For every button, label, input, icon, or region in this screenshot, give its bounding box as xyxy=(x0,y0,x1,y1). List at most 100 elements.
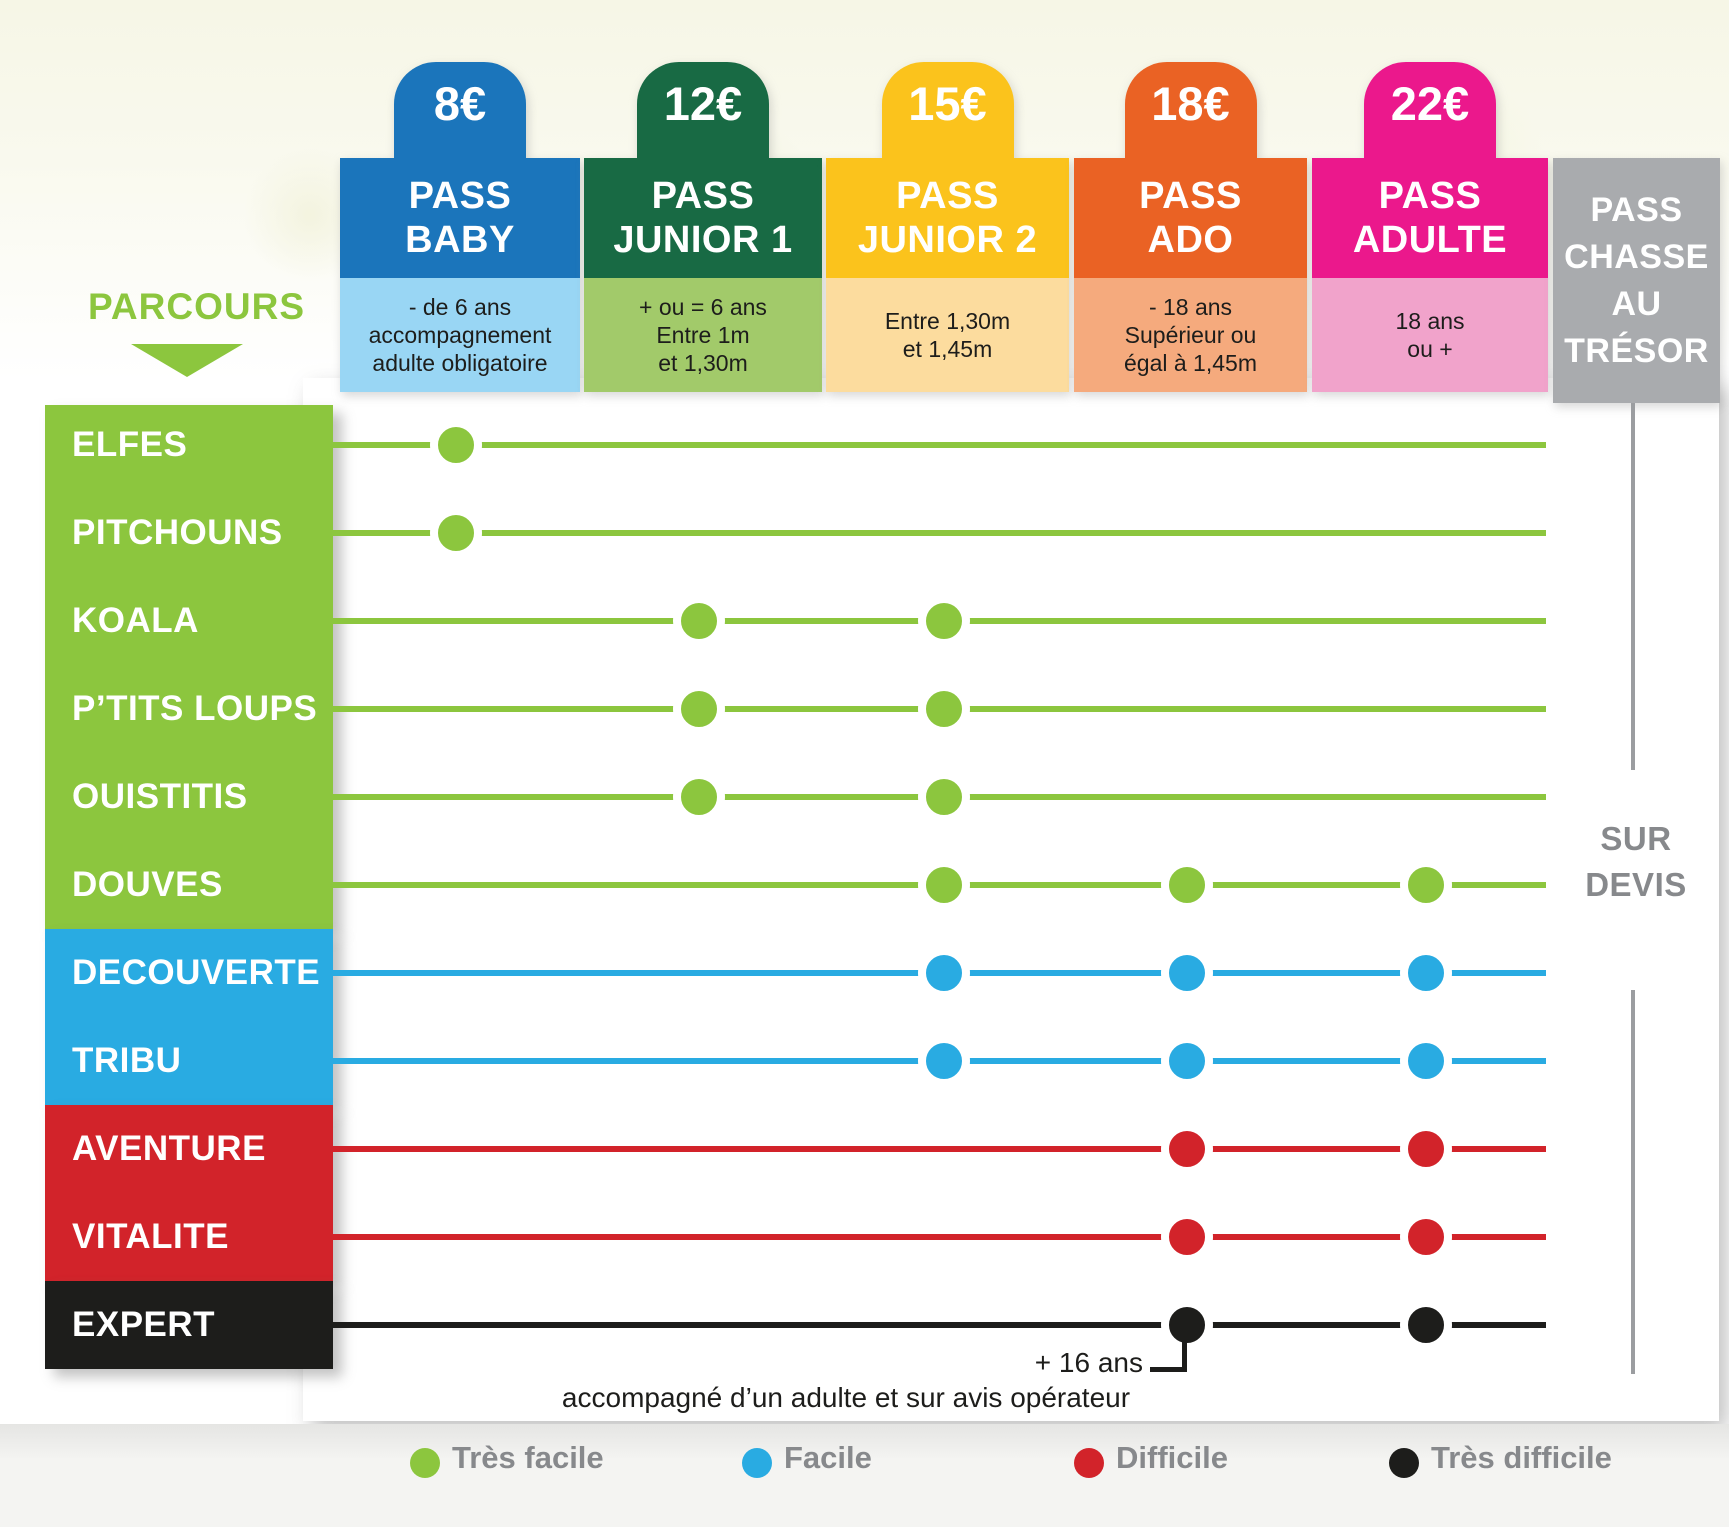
pass-price-tab-ado: 18€ xyxy=(1124,62,1257,158)
access-dot-adulte xyxy=(1400,947,1452,999)
row-label-douves: DOUVES xyxy=(72,865,223,904)
legend-dot-difficile xyxy=(1074,1448,1104,1478)
legend-label-facile: Facile xyxy=(784,1440,872,1475)
access-dot-ado xyxy=(1160,947,1213,999)
access-dot-junior2 xyxy=(917,947,970,999)
expert-bracket-vertical xyxy=(1182,1325,1187,1372)
access-dot-adulte xyxy=(1400,1035,1452,1087)
difficulty-legend: Très facile Facile Difficile Très difficile xyxy=(0,1424,1729,1527)
access-dot-junior2 xyxy=(917,1035,970,1087)
access-dot-baby xyxy=(430,507,482,559)
access-dot-junior2 xyxy=(917,683,970,735)
pass-title-junior2: PASS JUNIOR 2 xyxy=(826,158,1069,278)
pass-title-adulte: PASS ADULTE xyxy=(1312,158,1548,278)
chart-panel xyxy=(303,378,1719,1421)
access-dot-junior1 xyxy=(673,595,725,647)
pass-note-adulte: 18 ans ou + xyxy=(1312,278,1548,392)
row-label-ouistitis: OUISTITIS xyxy=(72,777,248,816)
pass-price-tab-baby: 8€ xyxy=(394,62,526,158)
row-line-vitalite xyxy=(333,1234,1546,1240)
pass-note-line: et 1,30m xyxy=(658,350,748,376)
expert-condition-text: accompagné d’un adulte et sur avis opéra… xyxy=(561,1382,1131,1413)
pass-title-line: PASS xyxy=(1378,175,1482,217)
pass-title-line: PASS xyxy=(408,175,512,217)
row-block-tres-facile xyxy=(45,405,333,929)
legend-dot-tres-difficile xyxy=(1389,1448,1419,1478)
pass-title-baby: PASS BABY xyxy=(340,158,580,278)
pass-title-line: ADO xyxy=(1147,219,1234,261)
access-dot-adulte xyxy=(1400,1123,1452,1175)
pass-price-tab-adulte: 22€ xyxy=(1364,62,1496,158)
pass-note-line: - 18 ans xyxy=(1148,294,1233,320)
sur-devis-label: SUR DEVIS xyxy=(1553,816,1719,908)
pass-title-line: TRÉSOR xyxy=(1564,331,1709,370)
row-label-koala: KOALA xyxy=(72,601,199,640)
pass-note-line: Entre 1,30m xyxy=(884,308,1011,334)
pass-note-line: ou + xyxy=(1407,336,1453,362)
row-label-tribu: TRIBU xyxy=(72,1041,182,1080)
row-label-expert: EXPERT xyxy=(72,1305,216,1344)
pass-title-junior1: PASS JUNIOR 1 xyxy=(584,158,822,278)
row-line-elfes xyxy=(333,442,1546,448)
pass-price-tab-junior1: 12€ xyxy=(637,62,769,158)
pass-title-line: BABY xyxy=(405,219,515,261)
expert-age-label: + 16 ans xyxy=(1034,1347,1143,1378)
bracket-line-top xyxy=(1631,403,1635,770)
access-dot-ado xyxy=(1160,859,1213,911)
access-dot-junior2 xyxy=(917,859,970,911)
bracket-line-bottom xyxy=(1631,990,1635,1374)
pass-note-line: + ou = 6 ans xyxy=(639,294,767,320)
access-dot-junior2 xyxy=(917,595,970,647)
pass-note-line: et 1,45m xyxy=(902,336,993,362)
row-line-expert xyxy=(333,1322,1546,1328)
pass-note-line: accompagnement xyxy=(368,322,552,348)
pass-title-line: AU xyxy=(1611,284,1662,323)
sur-devis-line1: SUR xyxy=(1600,820,1672,857)
expert-bracket-horizontal xyxy=(1150,1367,1187,1372)
row-line-aventure xyxy=(333,1146,1546,1152)
access-dot-ado xyxy=(1160,1035,1213,1087)
access-dot-ado xyxy=(1160,1123,1213,1175)
pass-note-ado: - 18 ans Supérieur ou égal à 1,45m xyxy=(1074,278,1307,392)
legend-label-tres-facile: Très facile xyxy=(452,1440,604,1475)
access-dot-junior1 xyxy=(673,771,725,823)
pass-title-line: PASS xyxy=(896,175,999,217)
access-dot-baby xyxy=(430,419,482,471)
pass-title-line: PASS xyxy=(1139,175,1242,217)
pass-price-tab-junior2: 15€ xyxy=(881,62,1014,158)
row-line-pitchouns xyxy=(333,530,1546,536)
access-dot-junior2 xyxy=(917,771,970,823)
sur-devis-line2: DEVIS xyxy=(1585,866,1687,903)
row-label-vitalite: VITALITE xyxy=(72,1217,229,1256)
pass-note-line: adulte obligatoire xyxy=(372,350,548,376)
access-dot-ado xyxy=(1160,1211,1213,1263)
legend-dot-facile xyxy=(742,1448,772,1478)
row-label-decouverte: DECOUVERTE xyxy=(72,953,321,992)
pass-note-line: Entre 1m xyxy=(656,322,750,348)
access-dot-junior1 xyxy=(673,683,725,735)
access-dot-adulte xyxy=(1400,1211,1452,1263)
pass-title-line: JUNIOR 2 xyxy=(857,219,1038,261)
pass-title-line: PASS xyxy=(651,175,755,217)
pass-note-line: - de 6 ans xyxy=(408,294,512,320)
access-dot-adulte xyxy=(1400,1299,1452,1351)
parcours-label: PARCOURS xyxy=(88,286,305,327)
row-label-aventure: AVENTURE xyxy=(72,1129,266,1168)
access-dot-adulte xyxy=(1400,859,1452,911)
row-label-pitchouns: PITCHOUNS xyxy=(72,513,283,552)
legend-label-difficile: Difficile xyxy=(1116,1440,1228,1475)
pass-note-junior1: + ou = 6 ans Entre 1m et 1,30m xyxy=(584,278,822,392)
pass-note-junior2: Entre 1,30m et 1,45m xyxy=(826,278,1069,392)
pass-note-line: égal à 1,45m xyxy=(1124,350,1257,376)
pass-title-line: PASS xyxy=(1590,190,1683,229)
pass-title-line: ADULTE xyxy=(1352,219,1508,261)
row-label-p’tits loups: P’TITS LOUPS xyxy=(72,689,318,728)
pass-title-line: JUNIOR 1 xyxy=(613,219,793,261)
row-label-elfes: ELFES xyxy=(72,425,188,464)
row-block-facile xyxy=(45,929,333,1105)
legend-label-tres-difficile: Très difficile xyxy=(1431,1440,1612,1475)
pass-note-line: Supérieur ou xyxy=(1124,322,1257,348)
row-block-difficile xyxy=(45,1105,333,1281)
row-block-tres-difficile xyxy=(45,1281,333,1369)
arrow-down-icon xyxy=(131,344,243,377)
